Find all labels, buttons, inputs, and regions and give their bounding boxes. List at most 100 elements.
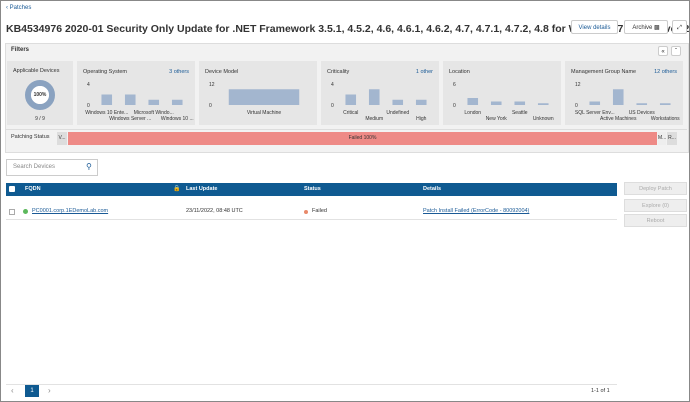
bar[interactable] [392, 99, 404, 105]
x-tick-label: US Devices [629, 110, 656, 116]
donut-label: 100% [33, 92, 47, 98]
archive-text: Archive [632, 25, 653, 31]
back-text: Patches [9, 5, 32, 11]
bar[interactable] [612, 89, 624, 105]
bar[interactable] [368, 89, 380, 105]
bar[interactable] [415, 99, 427, 105]
search-box[interactable]: Search Devices ⚲ [6, 159, 98, 176]
status: Failed [312, 208, 327, 214]
table-row [6, 206, 617, 220]
card-title: Location [449, 69, 470, 75]
next-page[interactable]: › [48, 386, 51, 395]
y-tick-label: 12 [575, 82, 581, 88]
collapse-left[interactable]: « [658, 46, 668, 56]
y-tick-label: 4 [87, 82, 90, 88]
mini-chart: Location 0 6 London New York Seattle Unknown [449, 69, 554, 122]
x-tick-label: SQL Server Env... [575, 110, 615, 116]
card-link[interactable]: 3 others [169, 69, 189, 75]
patching-label: Patching Status [11, 134, 50, 140]
mini-chart: Criticality 1 other 0 4 Critical MediumUndefi… [327, 69, 433, 122]
card-link[interactable]: 12 others [654, 69, 677, 75]
page-button[interactable]: 1 [25, 385, 39, 397]
x-tick-label: Windows Server ... [109, 116, 151, 122]
action-button[interactable]: Reboot [624, 214, 687, 227]
bar[interactable] [148, 99, 160, 105]
bar[interactable] [171, 99, 183, 105]
y-tick-label: 4 [331, 82, 334, 88]
row-checkbox[interactable] [9, 209, 15, 215]
y-tick-label: 0 [331, 103, 334, 109]
table-header [6, 183, 617, 196]
bar[interactable] [101, 94, 113, 106]
lock-icon: 🔒 [173, 186, 181, 192]
filters-title: Filters [11, 47, 30, 53]
page-title: KB4534976 2020-01 Security Only Update f… [6, 23, 690, 35]
chart-card: Management Group Name 12 others 0 12 SQL Ser… [565, 61, 683, 125]
bar[interactable] [537, 103, 549, 105]
x-tick-label: Workstations [651, 116, 680, 122]
status-segment[interactable]: M... [658, 132, 666, 145]
action-button[interactable]: Explore (0) [624, 199, 687, 212]
bar[interactable] [467, 98, 479, 105]
y-tick-label: 0 [575, 103, 578, 109]
x-tick-label: Medium [365, 116, 383, 122]
bar[interactable] [659, 103, 671, 105]
bar[interactable] [490, 101, 502, 106]
patching-row [5, 129, 687, 151]
bar[interactable] [636, 103, 648, 105]
card-title: Device Model [205, 69, 238, 75]
view-details-button[interactable]: View details [571, 20, 618, 34]
prev-page[interactable]: ‹ [11, 386, 14, 395]
donut-ring [25, 80, 55, 110]
column-header[interactable]: Last Update [186, 186, 218, 192]
x-tick-label: London [464, 110, 481, 116]
action-button[interactable]: Deploy Patch [624, 182, 687, 195]
applicable-devices-card: Applicable Devices 100% 9 / 9 [7, 61, 73, 125]
column-header[interactable]: Details [423, 186, 442, 192]
y-tick-label: 0 [87, 103, 90, 109]
chart-card: Location 0 6 London New York Seattle Unknown [443, 61, 561, 125]
footer-rule [6, 384, 617, 385]
column-header[interactable]: FQDN [25, 186, 41, 192]
archive-button[interactable]: Archive ▩ [624, 20, 668, 34]
y-tick-label: 0 [453, 103, 456, 109]
card-title: Management Group Name [571, 69, 636, 75]
x-tick-label: Windows 10 ... [161, 116, 194, 122]
card-title: Criticality [327, 69, 350, 75]
x-tick-label: Seattle [512, 110, 528, 116]
x-tick-label: Windows 10 Ente... [85, 110, 128, 116]
x-tick-label: Undefined [386, 110, 409, 116]
bar[interactable] [589, 101, 601, 106]
mini-chart: Operating System 3 others 0 4 Windows 10 Ent… [83, 69, 194, 122]
collapse-up[interactable]: ˆ [671, 46, 681, 56]
donut [25, 80, 55, 110]
x-tick-label: Unknown [533, 116, 554, 122]
card-link[interactable]: 1 other [416, 69, 433, 75]
search-placeholder: Search Devices [13, 164, 56, 170]
column-header[interactable]: Status [304, 186, 321, 192]
back-link[interactable]: ‹ Patches [6, 5, 32, 11]
device-count: 9 / 9 [35, 116, 45, 122]
bar[interactable] [345, 94, 357, 106]
status-segment[interactable]: R... [667, 132, 677, 145]
mini-chart: Device Model 0 12 Virtual Machine [205, 69, 300, 116]
x-tick-label: Active Machines [600, 116, 637, 122]
bar[interactable] [514, 101, 526, 106]
status-segment[interactable]: Failed 100% [68, 132, 657, 145]
search-icon: ⚲ [86, 162, 92, 171]
x-tick-label: Critical [343, 110, 358, 116]
fqdn-link[interactable]: PC0001.corp.1EDemoLab.com [32, 208, 109, 214]
status-segment[interactable]: V... [57, 132, 67, 145]
page-summary: 1-1 of 1 [591, 388, 610, 394]
bar[interactable] [228, 89, 300, 105]
x-tick-label: High [416, 116, 427, 122]
x-tick-label: Virtual Machine [247, 110, 282, 116]
chart-card: Operating System 3 others 0 4 Windows 10 Ent… [77, 61, 195, 125]
bar[interactable] [124, 94, 136, 106]
expand-button[interactable]: ⤢ [672, 20, 687, 34]
select-all-checkbox[interactable] [9, 186, 15, 192]
donut-hole [31, 86, 49, 104]
mini-chart: Management Group Name 12 others 0 12 SQL Ser… [571, 69, 680, 122]
details-link[interactable]: Patch Install Failed (ErrorCode - 800920… [423, 208, 530, 214]
